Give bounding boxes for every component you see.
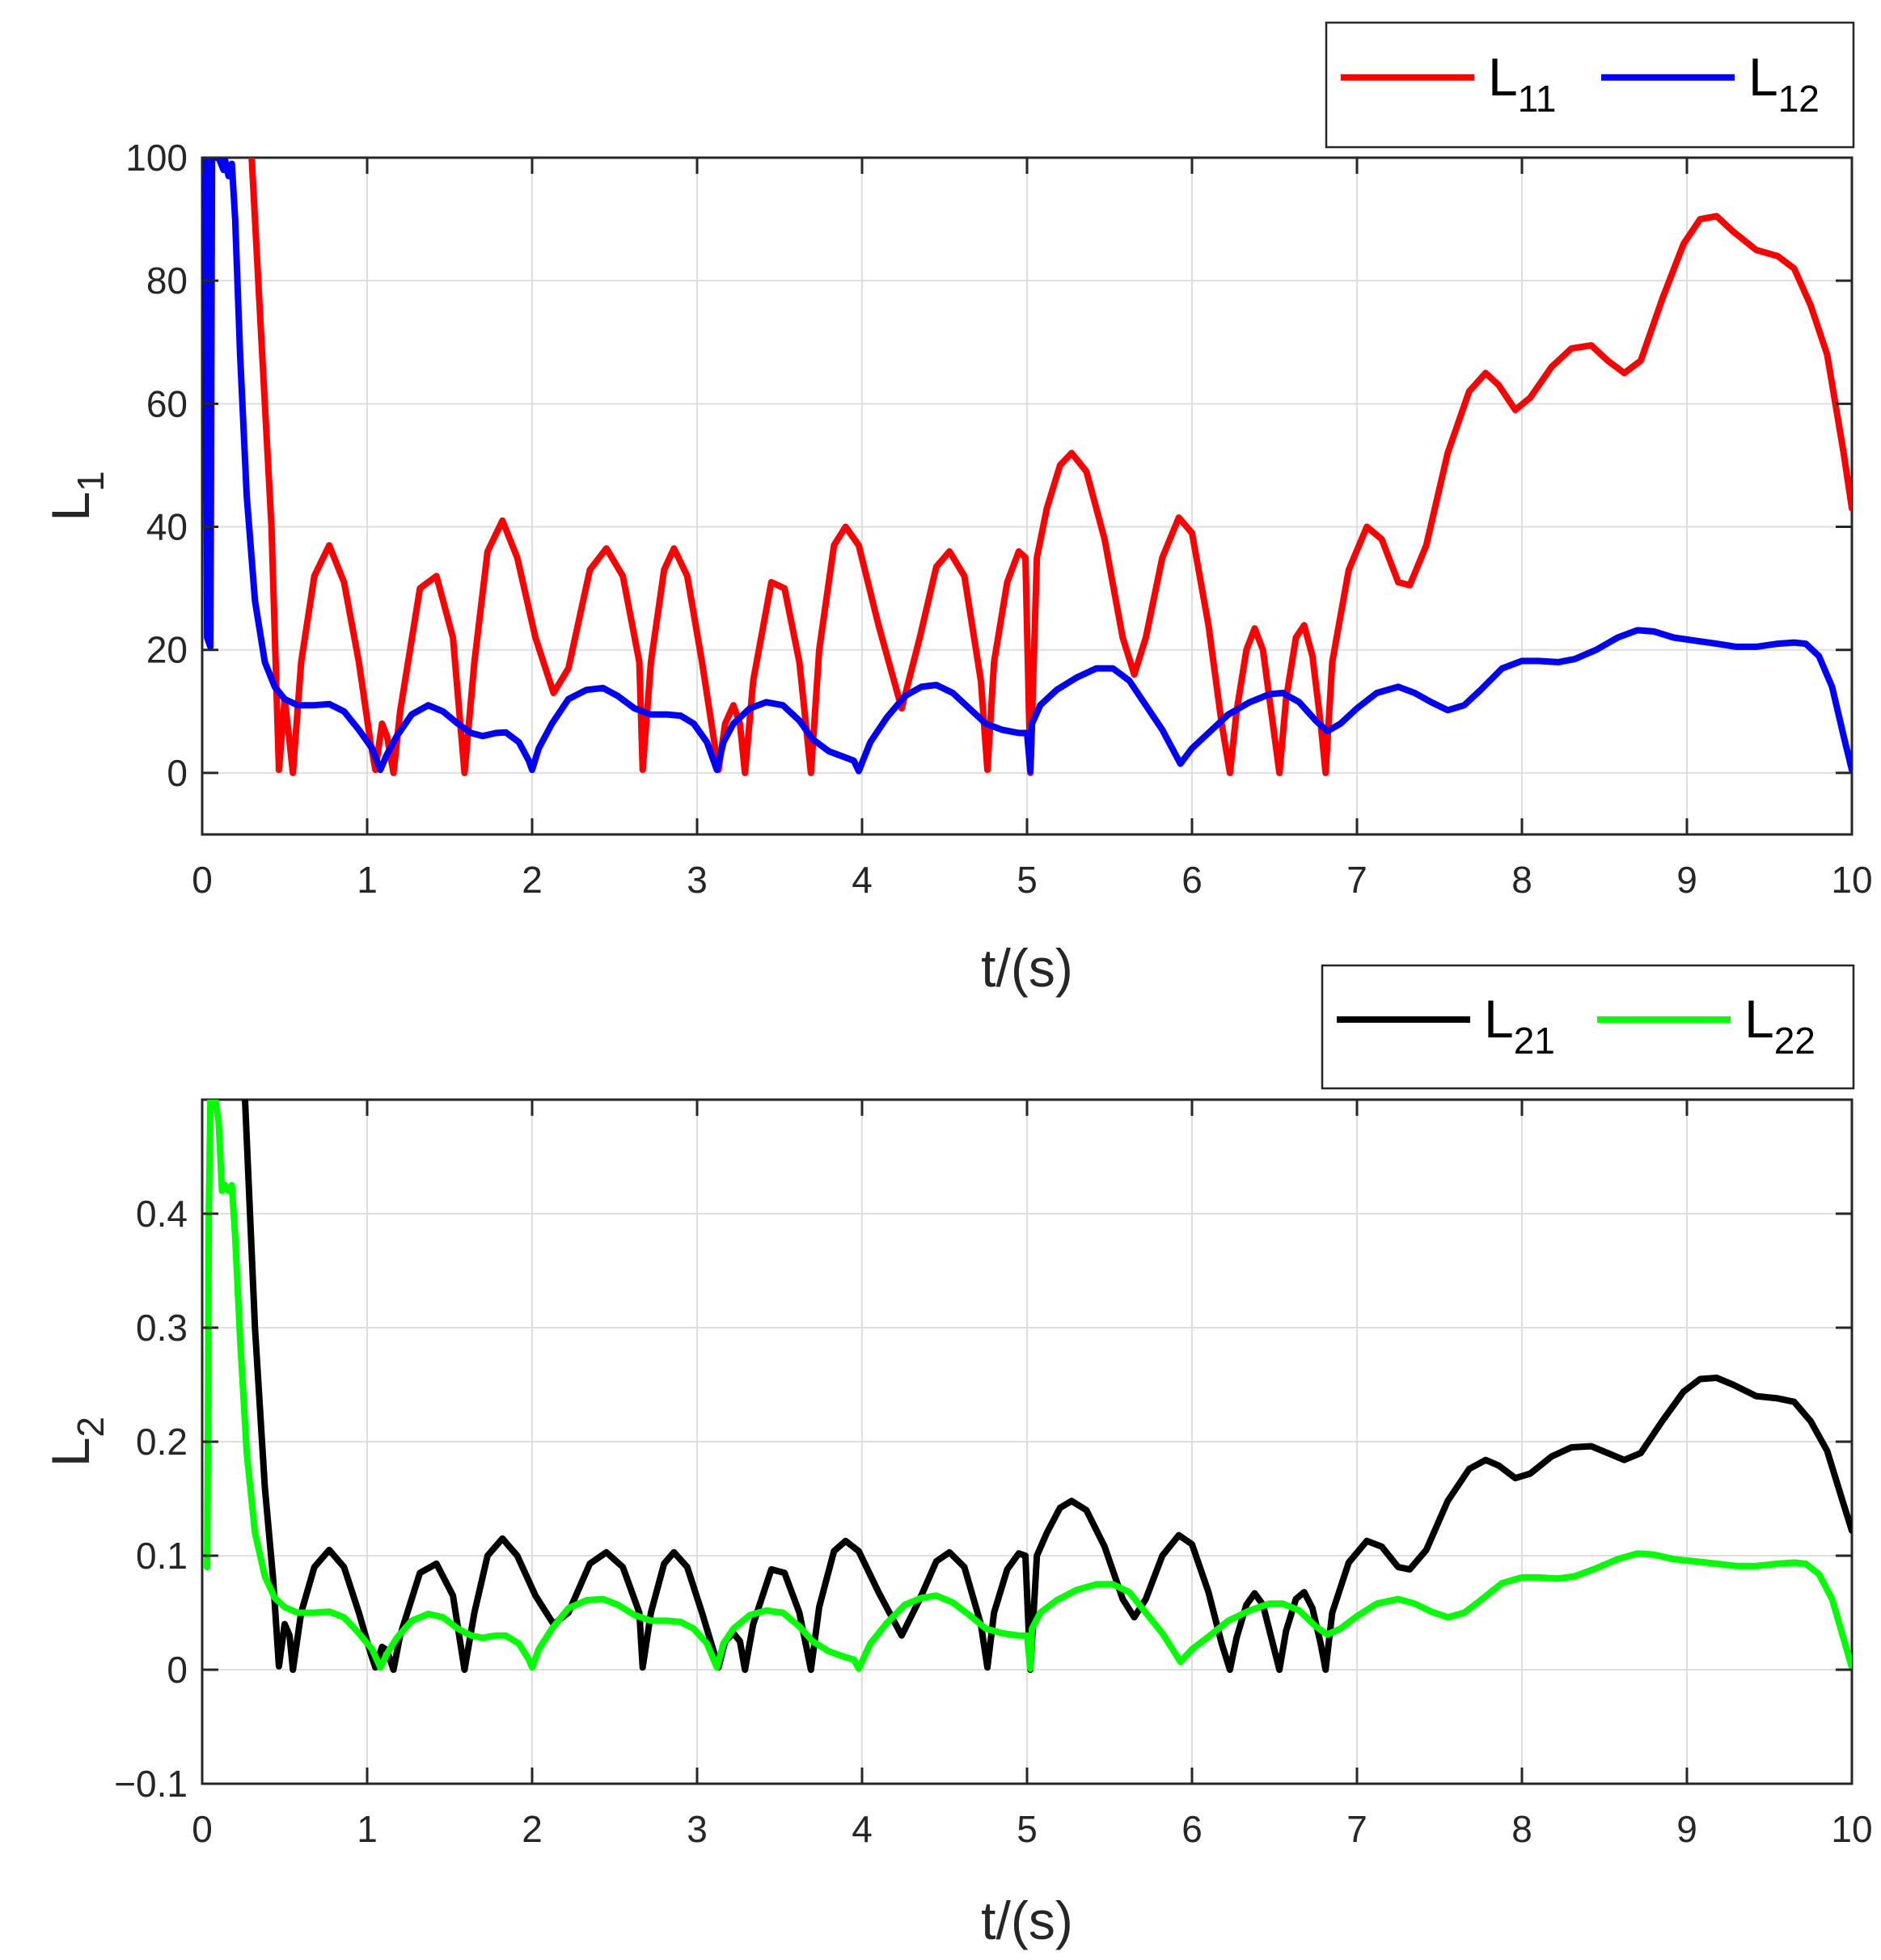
x-tick-label-top-3: 3 [687, 859, 708, 901]
chart-bottom: 0 1 2 3 4 5 6 7 8 9 10−0.100.10.20.30.4 t/(s) L2 L… [40, 964, 1873, 1950]
x-tick-label-top-4: 4 [852, 859, 873, 901]
ticks-bottom: 0 1 2 3 4 5 6 7 8 9 10−0.100.10.20.30.4 [114, 1100, 1873, 1850]
legend-entry-top-1: L12 [1748, 47, 1820, 120]
x-tick-label-bottom-1: 1 [357, 1808, 378, 1850]
y-tick-label-top-5: 100 [125, 137, 188, 179]
y-axis-label-top-main: L [40, 492, 100, 522]
y-axis-label-bottom-main: L [40, 1437, 100, 1467]
y-tick-label-bottom-1: 0 [167, 1649, 188, 1691]
series-line-top-0 [248, 158, 1852, 776]
x-tick-label-bottom-4: 4 [852, 1808, 873, 1850]
x-tick-label-bottom-0: 0 [192, 1808, 213, 1850]
y-tick-label-bottom-4: 0.3 [136, 1307, 188, 1349]
x-tick-label-bottom-8: 8 [1511, 1808, 1532, 1850]
legend-bottom: L21 L22 [1321, 964, 1855, 1090]
y-tick-label-bottom-3: 0.2 [136, 1421, 188, 1463]
series-group-top [202, 158, 1852, 776]
x-tick-label-top-7: 7 [1346, 859, 1367, 901]
y-tick-label-bottom-2: 0.1 [136, 1535, 188, 1577]
x-tick-label-bottom-7: 7 [1346, 1808, 1367, 1850]
series-group-bottom [204, 1100, 1852, 1673]
x-tick-label-top-1: 1 [357, 859, 378, 901]
y-tick-label-top-3: 60 [146, 382, 188, 425]
legend-top: L11 L12 [1325, 21, 1855, 149]
y-axis-label-top: L1 [40, 471, 112, 521]
series-line-bottom-1 [204, 1100, 1852, 1672]
x-tick-label-bottom-10: 10 [1831, 1808, 1872, 1850]
y-tick-label-top-2: 40 [146, 506, 188, 548]
x-tick-label-bottom-9: 9 [1676, 1808, 1697, 1850]
x-tick-label-bottom-6: 6 [1181, 1808, 1203, 1850]
y-tick-label-top-4: 80 [146, 260, 188, 302]
x-tick-label-bottom-5: 5 [1017, 1808, 1038, 1850]
legend-box-top [1325, 21, 1855, 149]
x-tick-label-top-2: 2 [522, 859, 543, 901]
legend-entry-top-0: L11 [1488, 47, 1556, 120]
y-axis-label-bottom-sub: 2 [70, 1417, 112, 1438]
x-axis-label-bottom: t/(s) [981, 1890, 1073, 1950]
x-tick-label-top-10: 10 [1831, 859, 1872, 901]
x-tick-label-top-8: 8 [1511, 859, 1532, 901]
x-tick-label-top-6: 6 [1181, 859, 1203, 901]
series-line-top-1 [202, 158, 1852, 775]
legend-entry-bottom-0: L21 [1484, 989, 1555, 1062]
x-tick-label-top-9: 9 [1676, 859, 1697, 901]
x-tick-label-top-0: 0 [192, 859, 213, 901]
y-tick-label-bottom-5: 0.4 [136, 1193, 188, 1235]
y-tick-label-bottom-0: −0.1 [114, 1763, 188, 1805]
x-axis-label-top: t/(s) [981, 938, 1073, 998]
y-axis-label-top-sub: 1 [70, 471, 112, 492]
x-tick-label-bottom-3: 3 [687, 1808, 708, 1850]
legend-entry-bottom-1: L22 [1744, 989, 1815, 1062]
legend-box-bottom [1321, 964, 1855, 1090]
y-tick-label-top-1: 20 [146, 629, 188, 671]
series-line-bottom-0 [242, 1100, 1852, 1673]
y-axis-label-bottom: L2 [40, 1417, 112, 1467]
x-tick-label-bottom-2: 2 [522, 1808, 543, 1850]
y-tick-label-top-0: 0 [167, 752, 188, 794]
x-tick-label-top-5: 5 [1017, 859, 1038, 901]
